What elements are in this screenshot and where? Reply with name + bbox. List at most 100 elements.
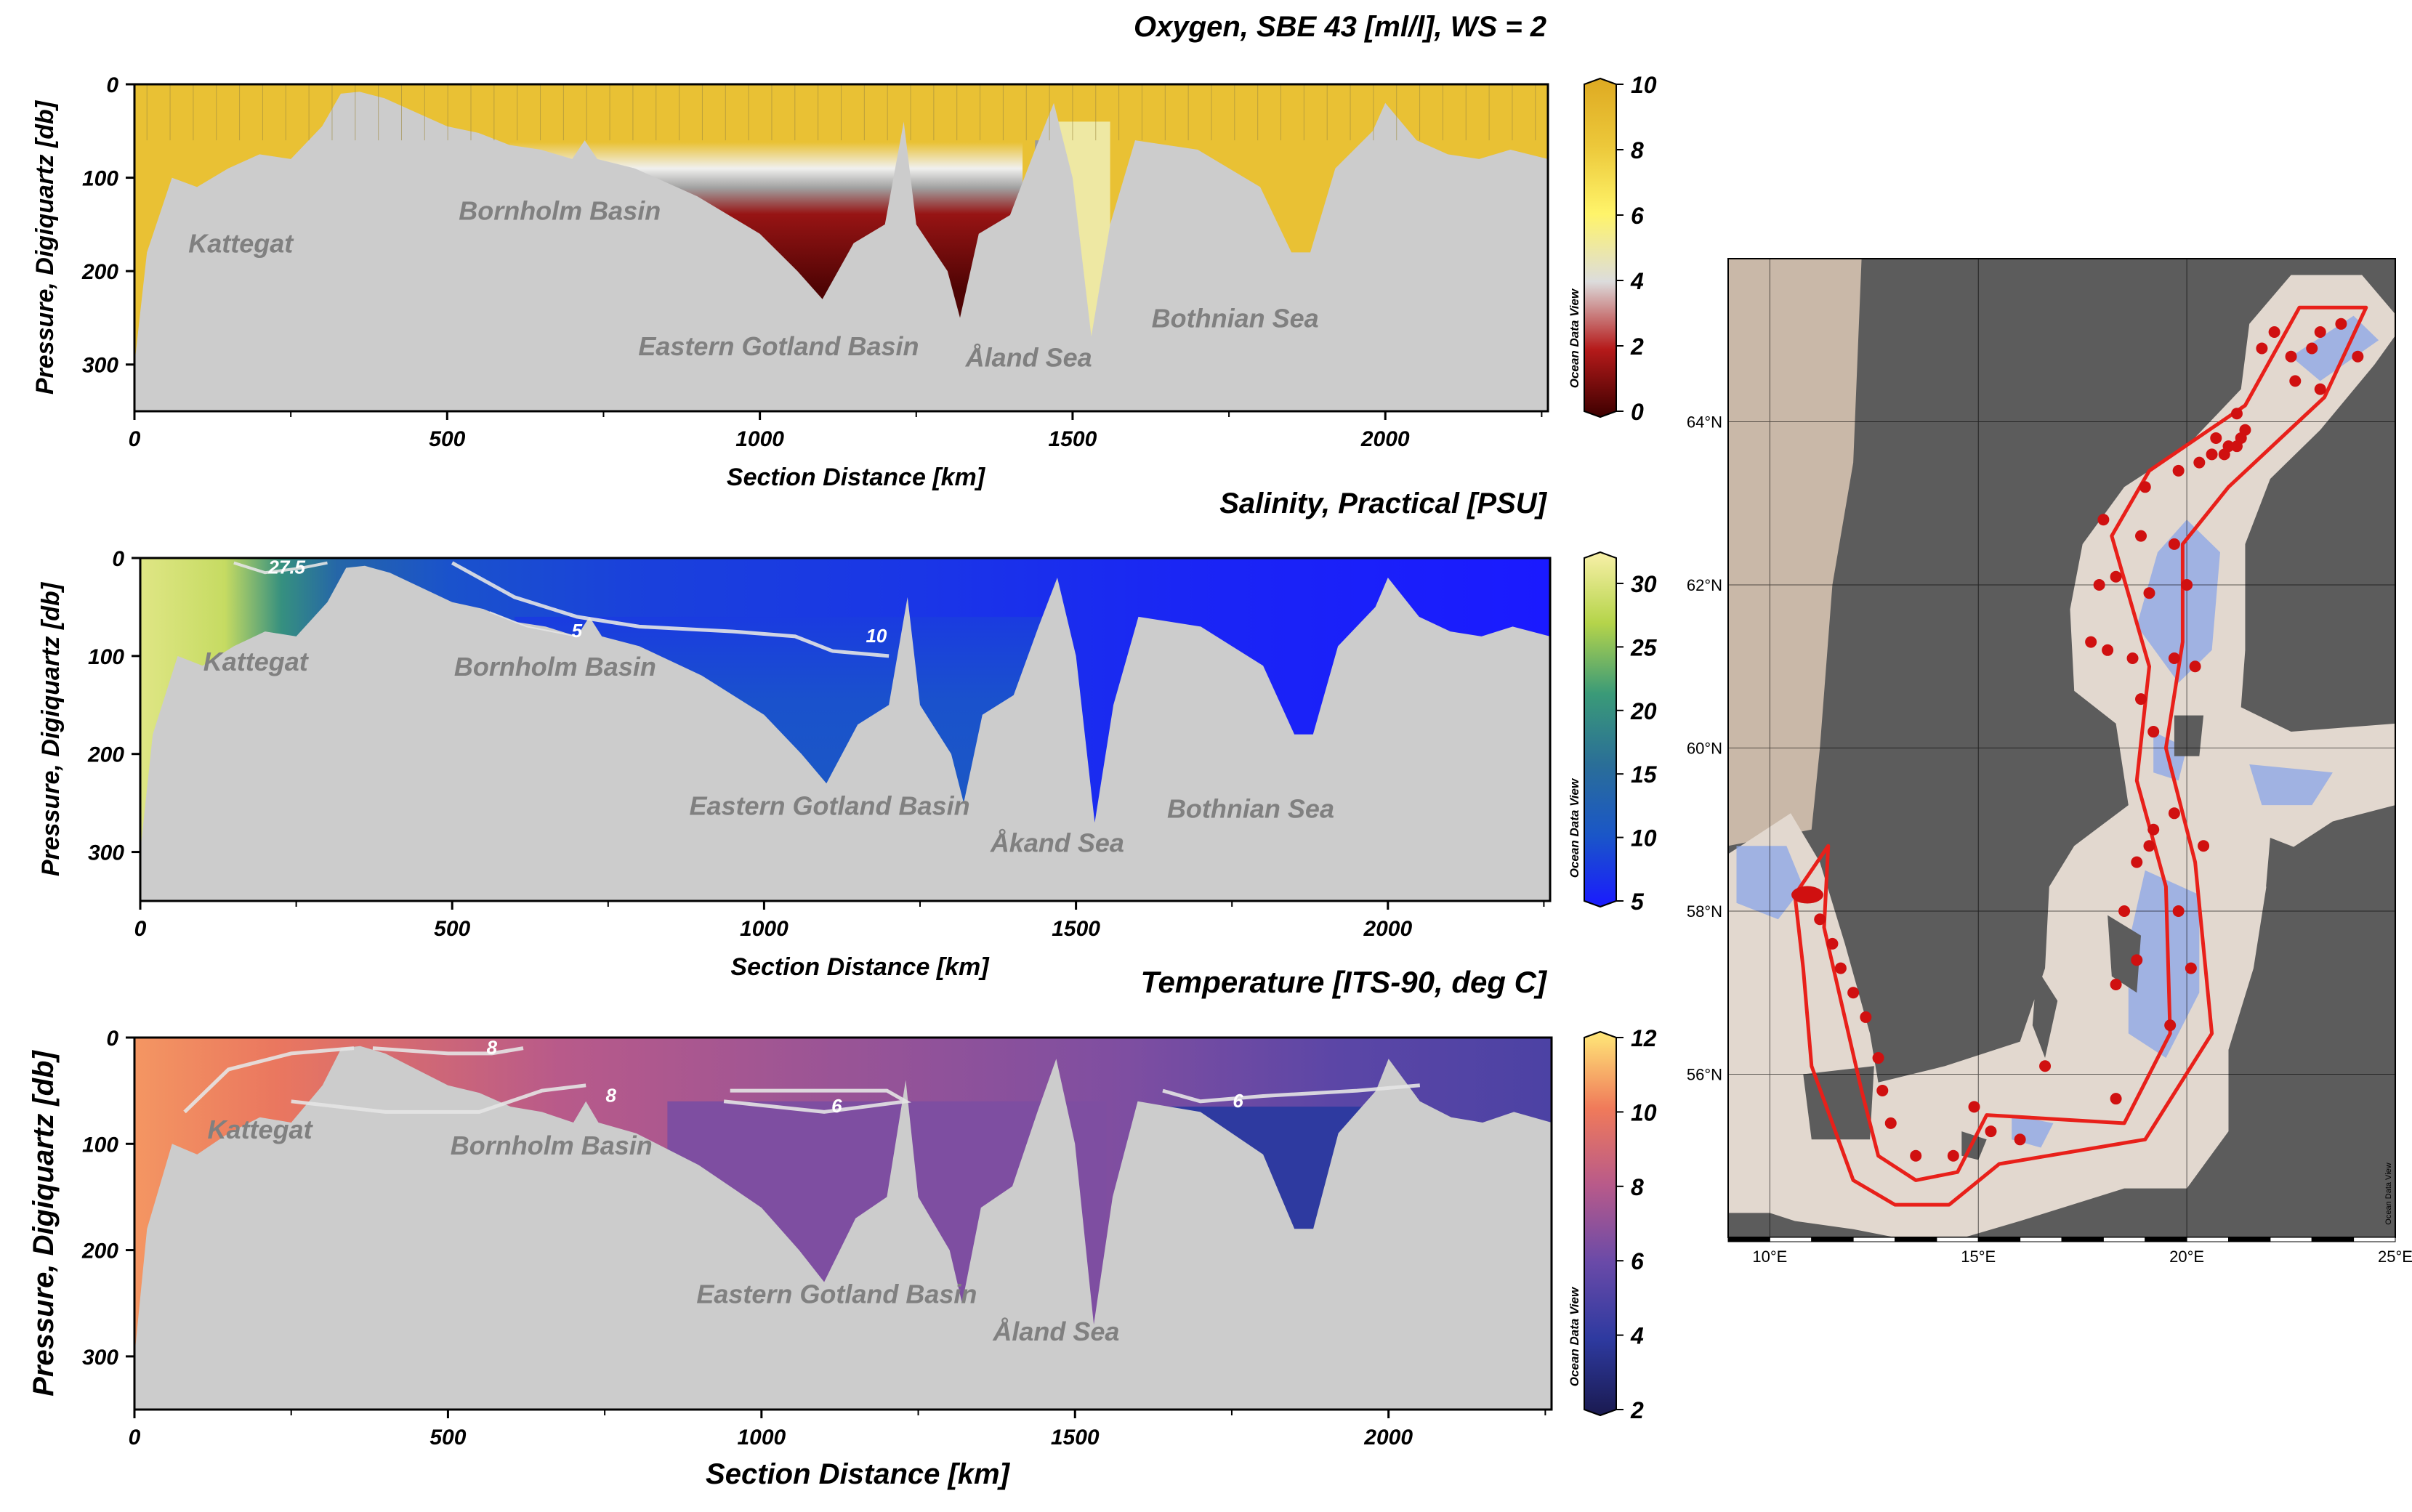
station-dot — [2139, 481, 2151, 493]
y-tick-label: 300 — [88, 841, 124, 865]
deep-basin — [2291, 315, 2379, 381]
station-dot — [2185, 962, 2197, 974]
saaremaa-island — [2266, 837, 2312, 895]
region-label: Eastern Gotland Basin — [638, 331, 919, 361]
contour-label: 8 — [606, 1084, 617, 1106]
station-dot — [1985, 1125, 1997, 1138]
x-tick-label: 1500 — [1051, 1426, 1100, 1450]
plot-frame — [133, 83, 1549, 413]
station-dot — [2110, 1093, 2122, 1105]
lat-tick-label: 62°N — [1687, 576, 1722, 594]
y-tick-label: 200 — [81, 1240, 118, 1264]
zealand-island — [1803, 1066, 1874, 1140]
contour-label: 8 — [487, 1037, 498, 1059]
seafloor — [134, 1046, 1552, 1410]
colorbar-tick-label: 5 — [1631, 889, 1645, 915]
contour-label: 27.5 — [267, 556, 305, 578]
station-dot — [2143, 587, 2155, 599]
region-label: Åkand Sea — [990, 828, 1124, 858]
map-border-ticks — [1727, 1237, 2396, 1242]
station-dot — [2198, 840, 2210, 852]
y-axis-label: Pressure, Digiquartz [db] — [31, 100, 59, 395]
region-label: Eastern Gotland Basin — [689, 791, 969, 820]
region-label: Eastern Gotland Basin — [696, 1279, 977, 1309]
colorbar-tick-label: 10 — [1631, 825, 1657, 852]
x-tick-label: 2000 — [1363, 1426, 1413, 1450]
x-tick-label: 2000 — [1360, 427, 1410, 451]
station-dot — [2172, 464, 2185, 477]
region-label: Åland Sea — [992, 1317, 1119, 1346]
colorbar: 0 2 4 6 8 10 Ocean Data View — [1568, 72, 1657, 425]
plot-area: 27.5 5 10 Kattegat Bornholm Basin Eastern Got… — [140, 556, 1550, 901]
station-dot — [2193, 456, 2206, 469]
region-label: Åland Sea — [965, 342, 1092, 372]
station-dot — [2314, 383, 2326, 395]
region-label: Kattegat — [203, 647, 310, 676]
section-panel-0: Kattegat Bornholm Basin Eastern Gotland Ba… — [31, 11, 1657, 491]
station-dot — [2189, 660, 2201, 673]
colorbar-tick-label: 0 — [1631, 399, 1644, 425]
y-tick-label: 200 — [87, 743, 124, 767]
deep-basin — [2249, 764, 2333, 806]
map-credit: Ocean Data View — [2384, 1163, 2393, 1224]
station-dot — [2097, 514, 2110, 526]
x-tick-label: 1000 — [737, 1426, 786, 1450]
station-dot — [2135, 693, 2147, 706]
station-dot — [2181, 579, 2193, 591]
station-dot — [2164, 1019, 2177, 1032]
region-label: Kattegat — [188, 228, 294, 258]
station-dot — [2168, 807, 2180, 820]
colorbar-tick-label: 30 — [1631, 571, 1657, 597]
contour-label: 6 — [831, 1095, 842, 1117]
y-tick-label: 0 — [106, 73, 118, 97]
y-tick-label: 100 — [88, 645, 124, 669]
station-dot — [1847, 987, 1860, 999]
section-panel-1: 27.5 5 10 Kattegat Bornholm Basin Eastern Got… — [37, 488, 1658, 981]
colorbar-tick-label: 15 — [1631, 761, 1658, 788]
station-cluster — [1791, 886, 1824, 904]
y-tick-label: 0 — [112, 547, 124, 571]
lon-tick-label: 15°E — [1961, 1248, 1996, 1266]
station-dot — [2039, 1060, 2052, 1072]
station-dot — [2210, 432, 2222, 444]
colorbar-tick-label: 4 — [1630, 1323, 1644, 1349]
contour-line — [233, 561, 328, 575]
colorbar-tick-label: 25 — [1630, 634, 1658, 660]
colorbar-tick-label: 4 — [1630, 268, 1644, 294]
section-panel-2: 8 8 6 6 Kattegat Bornholm Basin Eastern Gotlan… — [28, 965, 1657, 1490]
colorbar-tick-label: 8 — [1631, 137, 1644, 163]
colorbar-scale — [1584, 77, 1617, 419]
station-dot — [2306, 342, 2318, 355]
station-dot — [2014, 1133, 2026, 1146]
x-tick-label: 500 — [429, 427, 465, 451]
station-dot — [2102, 644, 2114, 656]
station-dot — [2093, 579, 2105, 591]
region-label: Bornholm Basin — [451, 1131, 653, 1160]
colorbar-credit: Ocean Data View — [1568, 288, 1581, 388]
region-label: Bothnian Sea — [1152, 303, 1319, 333]
contour-line — [489, 611, 578, 637]
station-dot — [2143, 840, 2155, 852]
y-tick-label: 300 — [82, 354, 118, 378]
x-tick-label: 500 — [429, 1426, 466, 1450]
lon-tick-label: 25°E — [2378, 1248, 2412, 1266]
contour-label: 10 — [866, 625, 887, 647]
station-dot — [1834, 962, 1847, 974]
station-dot — [2118, 905, 2131, 917]
lat-tick-label: 56°N — [1687, 1066, 1722, 1084]
seafloor — [140, 565, 1550, 901]
plot-area: Kattegat Bornholm Basin Eastern Gotland Ba… — [134, 84, 1548, 411]
x-tick-label: 2000 — [1363, 917, 1412, 941]
station-dot — [2172, 905, 2185, 917]
station-dot — [2206, 448, 2218, 461]
station-dot — [1968, 1101, 1980, 1113]
lat-tick-label: 58°N — [1687, 902, 1722, 921]
station-dot — [2147, 823, 2160, 836]
colorbar-tick-label: 10 — [1631, 72, 1657, 98]
station-dot — [1910, 1149, 1922, 1162]
station-dot — [2352, 350, 2364, 363]
colorbar-credit: Ocean Data View — [1568, 777, 1581, 878]
station-dot — [1860, 1011, 1872, 1023]
plot-frame — [133, 1036, 1553, 1411]
x-axis-label: Section Distance [km] — [706, 1458, 1011, 1490]
